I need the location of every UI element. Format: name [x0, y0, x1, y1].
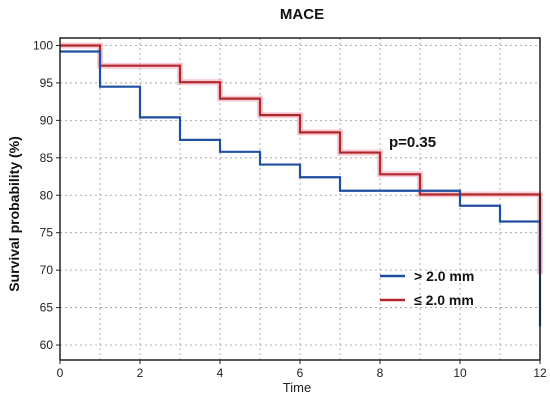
- legend-label-large: > 2.0 mm: [414, 268, 474, 284]
- survival-step-line: [60, 44, 542, 274]
- y-axis-title: Survival probability (%): [6, 136, 22, 292]
- x-tick-labels: 0 2 4 6 8 10 12: [57, 360, 547, 380]
- plot-frame: [59, 37, 541, 361]
- y-tick-label: 70: [40, 263, 54, 277]
- y-tick-label: 90: [40, 113, 54, 127]
- chart-title: MACE: [280, 6, 324, 23]
- series-0: [60, 50, 542, 327]
- x-tick-label: 2: [137, 366, 144, 380]
- y-tick-label: 65: [40, 301, 54, 315]
- x-tick-label: 4: [217, 366, 224, 380]
- y-tick-label: 60: [40, 338, 54, 352]
- legend-label-small: ≤ 2.0 mm: [414, 292, 474, 308]
- x-tick-label: 12: [533, 366, 547, 380]
- y-tick-label: 95: [40, 76, 54, 90]
- y-tick-labels: 60 65 70 75 80 85 90 95 100: [33, 38, 60, 352]
- y-tick-label: 80: [40, 188, 54, 202]
- p-value-annotation: p=0.35: [389, 134, 436, 151]
- x-axis-title: Time: [283, 380, 311, 395]
- series-layer: [60, 42, 543, 327]
- x-tick-label: 0: [57, 366, 64, 380]
- y-tick-label: 85: [40, 151, 54, 165]
- survival-step-line: [60, 50, 542, 327]
- x-tick-label: 8: [377, 366, 384, 380]
- grid-lines: [60, 38, 540, 360]
- y-tick-label: 100: [33, 38, 53, 52]
- series-1: [60, 42, 543, 274]
- x-tick-label: 6: [297, 366, 304, 380]
- y-tick-label: 75: [40, 226, 54, 240]
- legend: > 2.0 mm ≤ 2.0 mm: [380, 268, 474, 308]
- x-tick-label: 10: [453, 366, 467, 380]
